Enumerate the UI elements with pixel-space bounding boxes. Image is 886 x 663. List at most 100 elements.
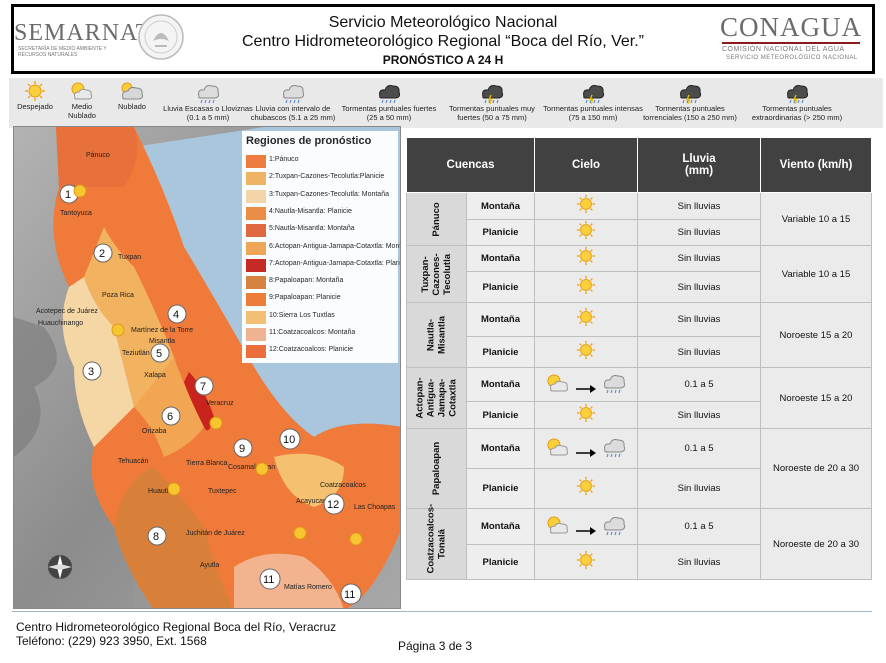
region-swatch: [246, 345, 266, 359]
region-marker-10: 10: [279, 428, 301, 450]
svg-text:4: 4: [173, 309, 179, 321]
rain-cell: Sin lluvias: [637, 544, 761, 580]
wind-cell: Noroeste 15 a 20: [760, 367, 872, 429]
legend-label: Lluvia con intervalo de chubascos (5.1 a…: [250, 104, 336, 122]
place-label: Martínez de la Torre: [131, 327, 193, 334]
place-label: Cosamaloapan: [228, 464, 275, 471]
rain-cell: Sin lluvias: [637, 219, 761, 246]
drizzle-icon: [601, 517, 627, 540]
legend-label: Tormentas puntuales intensas (75 a 150 m…: [543, 104, 643, 122]
legend-item: Medio Nublado: [57, 78, 107, 120]
partly-cloudy-icon: [545, 438, 571, 462]
region-marker-2: 2: [93, 243, 113, 263]
svg-text:2: 2: [99, 248, 105, 260]
storm-torrential-icon: [640, 80, 740, 104]
legend-label: Despejado: [17, 102, 53, 111]
table-row: Planicie Sin lluvias: [407, 544, 872, 580]
footer-divider: [12, 611, 872, 612]
svg-text:8: 8: [153, 531, 159, 543]
region-swatch: [246, 258, 266, 272]
region-marker-9: 9: [233, 438, 253, 458]
region-swatch: [246, 224, 266, 238]
zone-cell: Montaña: [466, 245, 535, 272]
title-line-3: PRONÓSTICO A 24 H: [382, 53, 504, 67]
region-legend-title: Regiones de pronóstico: [246, 135, 372, 147]
sky-cell: [534, 336, 638, 368]
sun-icon: [576, 275, 596, 299]
region-label: 11:Coatzacoalcos: Montaña: [269, 329, 356, 336]
place-label: Acotepec de Juárez: [36, 308, 98, 315]
cloudy-icon: [106, 80, 158, 102]
region-label: 10:Sierra Los Tuxtlas: [269, 311, 335, 319]
place-label: Coatzacoalcos: [320, 482, 366, 489]
sun-icon: [576, 550, 596, 574]
storm-intense-icon: [543, 80, 643, 104]
region-marker-6: 6: [161, 406, 181, 426]
svg-text:7: 7: [200, 381, 206, 393]
header-rain: Lluvia (mm): [637, 137, 761, 193]
place-label: Tehuacán: [118, 458, 148, 465]
region-label: 1:Pánuco: [269, 156, 299, 163]
showers-icon: [241, 80, 345, 104]
semarnat-subtitle: SECRETARÍA DE MEDIO AMBIENTE Y RECURSOS …: [18, 46, 107, 58]
place-label: Pánuco: [86, 152, 110, 159]
wind-cell: Noroeste de 20 a 30: [760, 508, 872, 580]
legend-label: Tormentas puntuales torrenciales (150 a …: [643, 104, 737, 122]
conagua-subtitle-2: SERVICIO METEOROLÓGICO NACIONAL: [726, 55, 858, 61]
sun-icon: [576, 220, 596, 244]
storm-strong-icon: [339, 80, 439, 104]
sky-cell: [534, 219, 638, 246]
svg-text:3: 3: [88, 366, 94, 378]
sun-icon: [13, 80, 57, 102]
legend-label: Lluvia Escasas o Lloviznas (0.1 a 5 mm): [163, 104, 253, 122]
map-labels: Pánuco Tantoyuca Tuxpan Poza Rica Acotep…: [36, 152, 396, 591]
region-swatch: [246, 189, 266, 203]
place-label: Las Choapas: [354, 504, 396, 511]
wind-cell: Noroeste 15 a 20: [760, 302, 872, 368]
region-label: 5:Nautla-Misantla: Montaña: [269, 225, 355, 233]
place-label: Poza Rica: [102, 292, 134, 299]
basin-name: Pánuco: [431, 201, 442, 237]
legend-item: Lluvia Escasas o Lloviznas (0.1 a 5 mm): [162, 78, 254, 122]
place-label: Tierra Blanca: [186, 460, 227, 467]
legend-item: Nublado: [106, 78, 158, 111]
table-row: Coatzacoalcos- Tonalá Montaña 0.1 a 5 Noro…: [406, 504, 872, 580]
arrow-right-icon: [575, 445, 597, 462]
sky-cell: [534, 302, 638, 337]
semarnat-logo: SEMARNAT: [14, 20, 152, 46]
storm-extraordinary-icon: [742, 80, 852, 104]
place-label: Teziutlán: [122, 350, 150, 357]
region-map: Pánuco Tantoyuca Tuxpan Poza Rica Acotep…: [13, 126, 401, 609]
zone-cell: Planicie: [466, 468, 535, 509]
place-label: Tuxpan: [118, 254, 141, 261]
basin-name: Papaloapan: [431, 441, 442, 496]
sky-cell: [534, 271, 638, 303]
wind-cell: Variable 10 a 15: [760, 192, 872, 246]
zone-cell: Planicie: [466, 401, 535, 429]
region-label: 9:Papaloapan: Planicie: [269, 294, 341, 302]
legend-item: Tormentas puntuales muy fuertes (50 a 75…: [442, 78, 542, 122]
legend-item: Lluvia con intervalo de chubascos (5.1 a…: [241, 78, 345, 122]
sky-cell: [534, 544, 638, 580]
table-row: Planicie Sin lluvias: [407, 219, 872, 246]
rain-cell: Sin lluvias: [637, 271, 761, 303]
legend-item: Tormentas puntuales extraordinarias (> 2…: [742, 78, 852, 122]
svg-text:1: 1: [65, 189, 71, 201]
region-marker-4: 4: [167, 304, 187, 324]
region-swatch: [246, 206, 266, 220]
basin-cell: Nautla- Misantla: [406, 302, 467, 368]
basin-cell: Actopan- Antigua- Jamapa- Cotaxtla: [406, 367, 467, 429]
header-sky: Cielo: [534, 137, 638, 193]
arrow-right-icon: [575, 381, 597, 398]
region-marker-3: 3: [82, 361, 102, 381]
sun-icon: [576, 246, 596, 270]
basin-name: Nautla- Misantla: [425, 316, 448, 355]
place-label: Matías Romero: [284, 584, 332, 591]
basin-cell: Papaloapan: [406, 428, 467, 509]
zone-cell: Montaña: [466, 428, 535, 469]
drizzle-icon: [162, 80, 254, 104]
svg-text:6: 6: [167, 411, 173, 423]
region-marker-12: 12: [323, 493, 345, 515]
svg-text:12: 12: [327, 499, 339, 511]
place-label: Orizaba: [142, 428, 167, 435]
